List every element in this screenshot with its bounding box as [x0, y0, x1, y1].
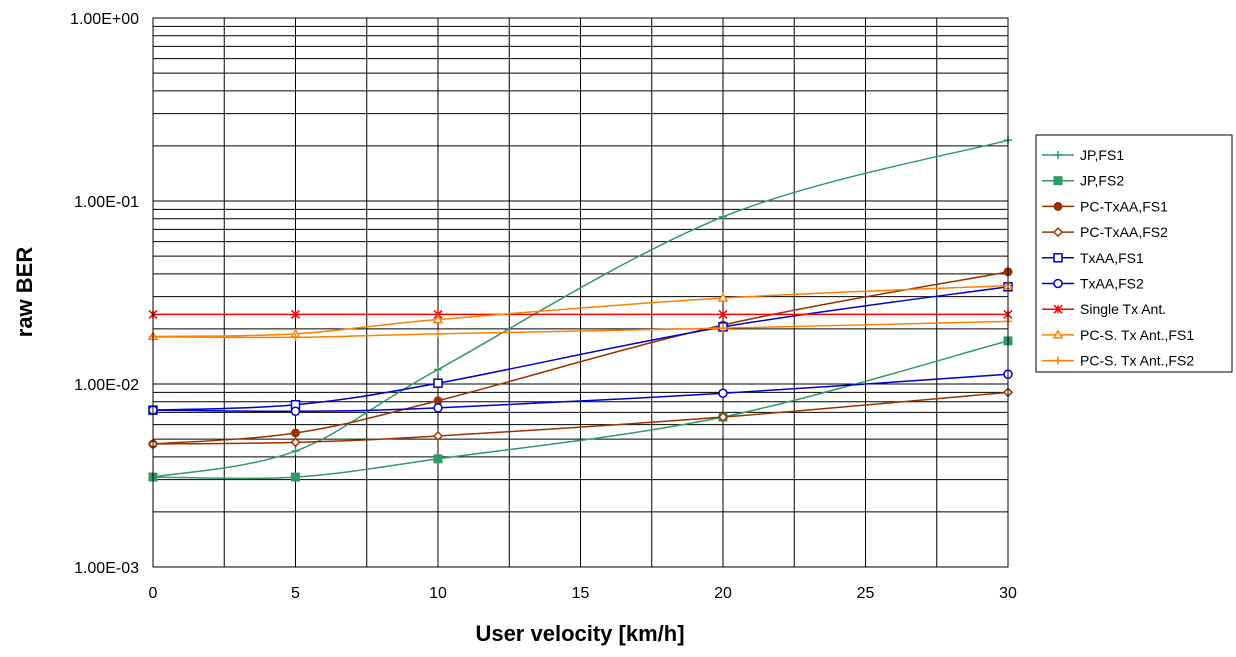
series-line — [152, 271, 1009, 445]
series-line — [152, 284, 1009, 338]
legend-marker — [1053, 278, 1063, 289]
data-point — [719, 324, 727, 333]
series-line — [152, 139, 1009, 478]
y-tick-label: 1.00E-03 — [74, 560, 139, 577]
legend-label: PC-TxAA,FS2 — [1080, 224, 1168, 240]
legend-item: JP,FS1 — [1042, 147, 1124, 163]
y-tick-label: 1.00E+00 — [70, 11, 139, 28]
legend-box — [1035, 134, 1233, 373]
legend-label: PC-S. Tx Ant.,FS1 — [1080, 327, 1194, 343]
x-tick-label: 5 — [291, 585, 300, 602]
legend-item: TxAA,FS2 — [1042, 276, 1144, 292]
x-tick-label: 10 — [429, 585, 447, 602]
legend-marker — [1053, 253, 1063, 263]
chart-grid — [153, 18, 1008, 567]
data-point — [433, 378, 443, 388]
data-point — [290, 406, 301, 416]
data-point — [432, 430, 444, 442]
data-point — [434, 329, 442, 338]
x-tick-label: 30 — [999, 585, 1017, 602]
series-line — [152, 340, 1009, 480]
legend-marker — [1053, 176, 1063, 186]
legend-label: TxAA,FS1 — [1080, 250, 1144, 266]
plot-area-border — [152, 17, 1009, 568]
data-point — [433, 403, 443, 413]
data-point — [291, 428, 300, 438]
legend-marker — [1052, 227, 1064, 238]
legend-item: PC-TxAA,FS1 — [1042, 198, 1168, 214]
x-tick-label: 0 — [149, 585, 158, 602]
legend-label: TxAA,FS2 — [1080, 276, 1144, 292]
x-axis-title: User velocity [km/h] — [475, 621, 684, 646]
legend-item: PC-TxAA,FS2 — [1042, 224, 1168, 240]
legend-marker — [1052, 329, 1064, 339]
data-point — [290, 309, 301, 319]
series-line — [152, 320, 1009, 339]
x-tick-label: 25 — [857, 585, 875, 602]
data-point — [717, 411, 729, 423]
data-point — [718, 309, 728, 319]
x-tick-label: 15 — [572, 585, 590, 602]
data-point — [718, 388, 728, 399]
legend-label: JP,FS1 — [1080, 147, 1124, 163]
data-point — [291, 333, 300, 342]
data-point — [717, 292, 729, 302]
data-point — [291, 472, 300, 482]
data-point — [719, 212, 727, 221]
legend-label: JP,FS2 — [1080, 173, 1124, 189]
y-axis-title: raw BER — [12, 247, 37, 338]
data-point — [291, 447, 300, 456]
axis-ticks: 0 5 10 15 20 25 30 1.00E-03 1.00E-02 1.00E-01 1.00… — [70, 11, 1017, 602]
legend-marker — [1054, 356, 1062, 365]
series-line — [152, 373, 1009, 413]
data-point — [290, 437, 301, 448]
data-point — [433, 454, 443, 464]
legend-item: PC-S. Tx Ant.,FS2 — [1042, 353, 1194, 369]
y-tick-label: 1.00E-01 — [74, 194, 139, 211]
x-tick-label: 20 — [714, 585, 732, 602]
series-line — [152, 285, 1009, 411]
legend-label: PC-S. Tx Ant.,FS2 — [1080, 353, 1194, 369]
series-line — [152, 391, 1009, 445]
legend-label: PC-TxAA,FS1 — [1080, 198, 1168, 214]
legend-marker — [1054, 151, 1062, 159]
legend-item: PC-S. Tx Ant.,FS1 — [1042, 327, 1194, 343]
legend-item: Single Tx Ant. — [1042, 301, 1166, 317]
legend-item: JP,FS2 — [1042, 173, 1124, 189]
legend-item: TxAA,FS1 — [1042, 250, 1144, 266]
legend-marker — [1053, 304, 1063, 314]
chart-legend: JP,FS1 JP,FS2 PC-TxAA,FS1 PC-TxAA,FS2 TxAA,F… — [1035, 134, 1233, 373]
data-point — [434, 365, 442, 374]
data-point — [432, 314, 444, 324]
legend-label: Single Tx Ant. — [1080, 301, 1166, 317]
y-tick-label: 1.00E-02 — [74, 377, 139, 394]
legend-marker — [1053, 201, 1063, 211]
